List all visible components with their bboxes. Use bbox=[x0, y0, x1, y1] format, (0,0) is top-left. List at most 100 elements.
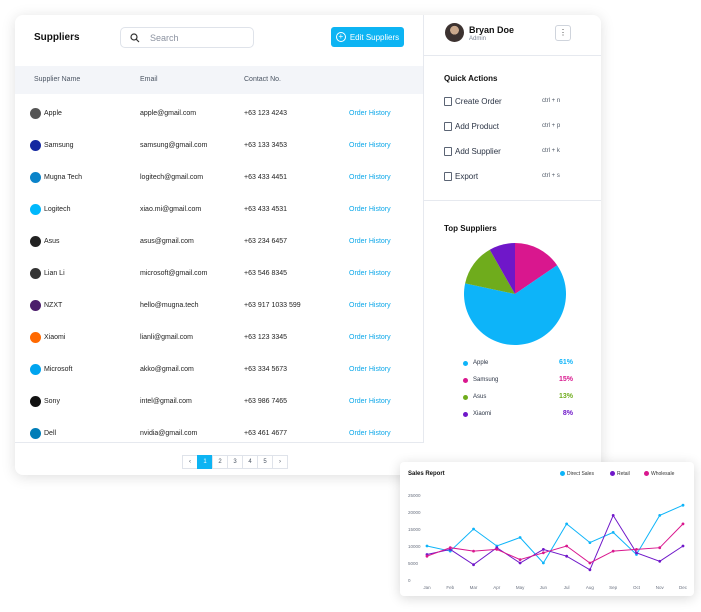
edit-suppliers-button[interactable]: + Edit Suppliers bbox=[331, 27, 404, 47]
supplier-contact: +63 234 6457 bbox=[244, 238, 288, 245]
x-tick-label: Feb bbox=[446, 585, 454, 590]
quick-action-add-supplier[interactable]: Add Supplier ctrl + k bbox=[444, 145, 594, 159]
legend-label: Apple bbox=[473, 360, 489, 366]
order-history-link[interactable]: Order History bbox=[349, 110, 391, 117]
data-point bbox=[472, 549, 475, 553]
supplier-contact: +63 123 3345 bbox=[244, 334, 288, 341]
table-row: Xiaomi lianli@gmail.com +63 123 3345 Order … bbox=[15, 322, 423, 354]
table-row: Sony intel@gmail.com +63 986 7465 Order His… bbox=[15, 386, 423, 418]
legend-item: Asus 13% bbox=[463, 392, 573, 409]
table-header: Supplier Name Email Contact No. bbox=[15, 66, 423, 94]
search-icon bbox=[130, 33, 140, 43]
data-point bbox=[565, 554, 569, 558]
data-point bbox=[588, 561, 592, 565]
user-name: Bryan Doe bbox=[469, 25, 515, 35]
pie-slice-apple bbox=[464, 265, 566, 345]
data-point bbox=[635, 551, 638, 555]
y-tick-label: 20000 bbox=[408, 510, 421, 515]
order-history-link[interactable]: Order History bbox=[349, 430, 391, 437]
x-tick-label: Sep bbox=[609, 585, 618, 590]
microsoft-logo bbox=[30, 364, 41, 375]
user-role: Admin bbox=[469, 36, 487, 42]
order-history-link[interactable]: Order History bbox=[349, 206, 391, 213]
supplier-email: lianli@gmail.com bbox=[140, 334, 194, 341]
x-tick-label: Aug bbox=[586, 585, 595, 590]
quick-action-create-order[interactable]: Create Order ctrl + n bbox=[444, 95, 594, 109]
data-point bbox=[472, 563, 475, 567]
data-point bbox=[541, 561, 545, 565]
truck-icon bbox=[444, 147, 452, 156]
column-header-contact: Contact No. bbox=[244, 76, 281, 83]
supplier-email: microsoft@gmail.com bbox=[140, 270, 208, 277]
x-tick-label: Apr bbox=[493, 585, 501, 590]
data-point bbox=[588, 541, 592, 544]
x-tick-label: Nov bbox=[656, 585, 665, 590]
pagination-prev-button[interactable]: ‹ bbox=[182, 455, 198, 469]
order-history-link[interactable]: Order History bbox=[349, 174, 391, 181]
logitech-logo bbox=[30, 204, 41, 215]
x-tick-label: Jun bbox=[540, 585, 548, 590]
supplier-name: NZXT bbox=[44, 302, 63, 309]
y-tick-label: 0 bbox=[408, 578, 411, 583]
pagination-page-1[interactable]: 1 bbox=[197, 455, 213, 469]
order-history-link[interactable]: Order History bbox=[349, 302, 391, 309]
quick-action-label: Create Order bbox=[455, 97, 502, 106]
search-input[interactable] bbox=[150, 31, 250, 45]
search-box[interactable] bbox=[120, 27, 254, 48]
supplier-contact: +63 334 5673 bbox=[244, 366, 288, 373]
x-tick-label: May bbox=[516, 585, 525, 590]
supplier-email: xiao.mi@gmail.com bbox=[140, 206, 202, 213]
data-point bbox=[565, 544, 569, 548]
data-point bbox=[658, 559, 662, 563]
sales-report-card: Sales Report Direct Sales Retail Wholesale… bbox=[400, 462, 694, 596]
sales-report-line-chart: 0 5000 10000 15000 20000 25000 Jan Feb Mar Apr May… bbox=[408, 493, 688, 590]
pagination-page-3[interactable]: 3 bbox=[227, 455, 243, 469]
quick-action-add-product[interactable]: Add Product ctrl + p bbox=[444, 120, 594, 134]
data-point bbox=[565, 522, 569, 526]
quick-action-label: Add Supplier bbox=[455, 147, 501, 156]
pagination-page-2[interactable]: 2 bbox=[212, 455, 228, 469]
pagination-next-button[interactable]: › bbox=[272, 455, 288, 469]
profile-divider bbox=[424, 55, 601, 56]
xiaomi-logo bbox=[30, 332, 41, 343]
data-point bbox=[448, 546, 452, 550]
mugna-logo bbox=[30, 172, 41, 183]
order-history-link[interactable]: Order History bbox=[349, 366, 391, 373]
supplier-name: Logitech bbox=[44, 206, 71, 213]
pagination-page-4[interactable]: 4 bbox=[242, 455, 258, 469]
data-point bbox=[681, 544, 685, 548]
y-tick-label: 10000 bbox=[408, 544, 421, 549]
legend-item: Apple 61% bbox=[463, 358, 573, 375]
supplier-table-body: Apple apple@gmail.com +63 123 4243 Order Hi… bbox=[15, 98, 423, 450]
more-options-icon[interactable]: ⋮ bbox=[555, 25, 571, 41]
pie-slice-asus bbox=[465, 249, 515, 294]
series-line-retail bbox=[426, 514, 684, 571]
side-panel: Bryan Doe Admin ⋮ Quick Actions Create O… bbox=[423, 15, 601, 443]
suppliers-dashboard-card: Suppliers + Edit Suppliers Supplier Name… bbox=[15, 15, 601, 475]
order-history-link[interactable]: Order History bbox=[349, 398, 391, 405]
supplier-contact: +63 123 4243 bbox=[244, 110, 288, 117]
legend-dot bbox=[644, 471, 649, 476]
top-suppliers-legend: Apple 61% Samsung 15% Asus 13% Xiaomi 8% bbox=[463, 358, 573, 426]
table-row: Mugna Tech logitech@gmail.com +63 433 4451… bbox=[15, 162, 423, 194]
legend-percent: 15% bbox=[558, 376, 573, 383]
supplier-name: Xiaomi bbox=[44, 334, 66, 341]
samsung-logo bbox=[30, 140, 41, 151]
quick-action-export[interactable]: Export ctrl + s bbox=[444, 170, 594, 184]
suppliers-panel: Suppliers + Edit Suppliers Supplier Name… bbox=[15, 15, 423, 475]
order-history-link[interactable]: Order History bbox=[349, 142, 391, 149]
order-history-link[interactable]: Order History bbox=[349, 334, 391, 341]
legend-dot bbox=[463, 412, 468, 417]
order-history-link[interactable]: Order History bbox=[349, 270, 391, 277]
pagination-page-5[interactable]: 5 bbox=[257, 455, 273, 469]
keyboard-shortcut: ctrl + k bbox=[542, 148, 560, 154]
top-suppliers-title: Top Suppliers bbox=[444, 224, 497, 233]
x-tick-label: Jan bbox=[423, 585, 431, 590]
data-point bbox=[611, 514, 615, 517]
column-header-email: Email bbox=[140, 76, 158, 83]
avatar[interactable] bbox=[445, 23, 464, 42]
data-point bbox=[658, 514, 662, 517]
legend-label: Direct Sales bbox=[567, 471, 594, 477]
order-history-link[interactable]: Order History bbox=[349, 238, 391, 245]
table-row: NZXT hello@mugna.tech +63 917 1033 599 Orde… bbox=[15, 290, 423, 322]
